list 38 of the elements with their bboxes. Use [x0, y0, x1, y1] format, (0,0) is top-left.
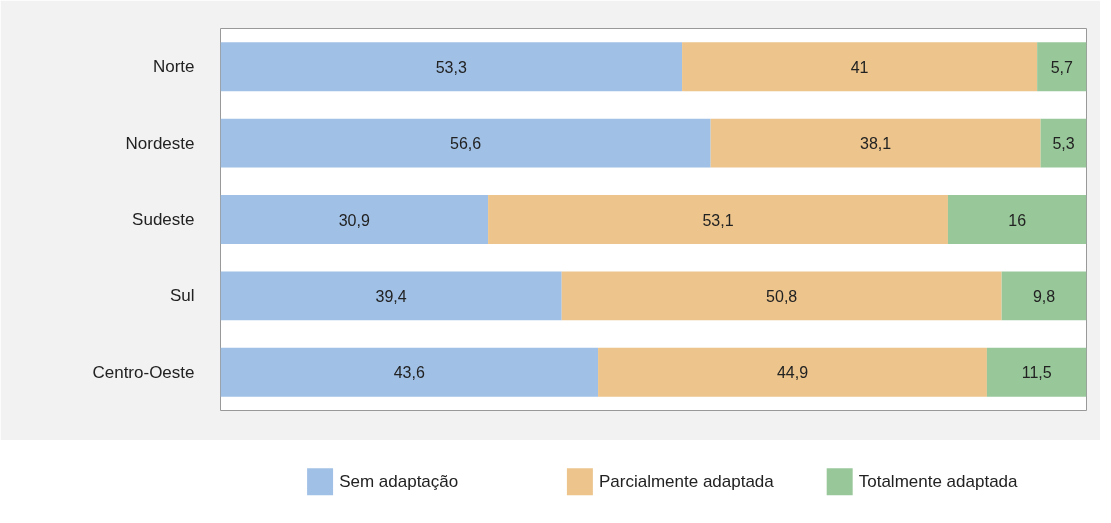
data-label: 16	[1008, 211, 1027, 229]
data-label: 50,8	[766, 287, 798, 305]
data-label: 5,7	[1050, 58, 1074, 76]
legend-label: Parcialmente adaptada	[598, 472, 775, 492]
legend-label: Totalmente adaptada	[858, 472, 1019, 492]
y-tick-label: Nordeste	[125, 133, 195, 153]
bar	[220, 42, 683, 92]
bar	[561, 271, 1002, 321]
data-label: 53,1	[702, 211, 734, 229]
data-label: 53,3	[435, 58, 467, 76]
data-label: 56,6	[450, 135, 482, 153]
bar	[220, 118, 711, 168]
bar	[1001, 271, 1087, 321]
bar	[220, 347, 599, 397]
bar	[986, 347, 1087, 397]
bar	[1040, 118, 1087, 168]
data-label: 30,9	[338, 211, 370, 229]
data-label: 11,5	[1021, 364, 1052, 382]
bar	[220, 271, 562, 321]
y-tick-label: Norte	[152, 57, 195, 77]
bar	[682, 42, 1038, 92]
data-label: 39,4	[375, 287, 407, 305]
data-label: 43,6	[393, 364, 425, 382]
data-label: 9,8	[1032, 287, 1056, 305]
bar	[710, 118, 1041, 168]
bar	[947, 195, 1087, 244]
bar	[1037, 42, 1087, 92]
data-label: 5,3	[1052, 135, 1075, 153]
bar	[598, 347, 987, 397]
bar	[220, 195, 489, 244]
data-label: 41	[850, 58, 869, 76]
bar	[488, 195, 948, 244]
data-label: 44,9	[776, 364, 809, 382]
y-tick-label: Sudeste	[132, 210, 195, 229]
y-tick-label: Centro-Oeste	[92, 362, 195, 382]
y-tick-label: Sul	[169, 286, 195, 306]
data-label: 38,1	[860, 135, 892, 153]
legend-label: Sem adaptação	[339, 472, 459, 492]
